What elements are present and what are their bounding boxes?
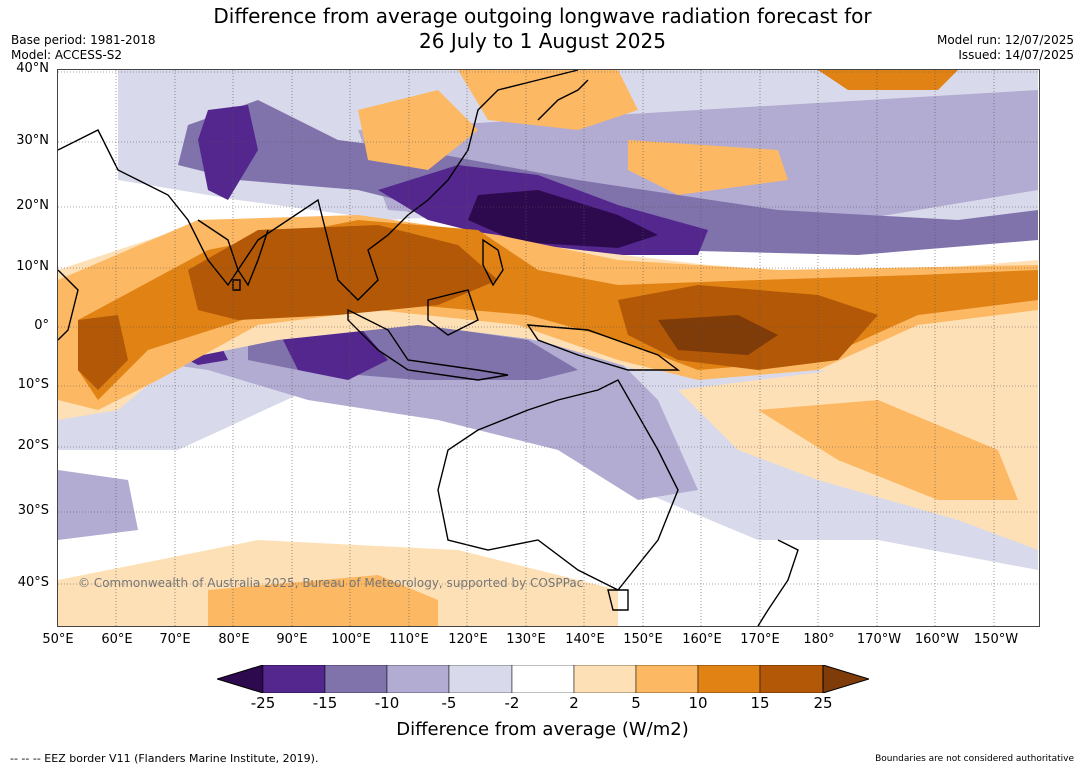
copyright-notice: © Commonwealth of Australia 2025, Bureau… <box>78 576 584 590</box>
lon-label-180: 180° <box>803 632 835 647</box>
coastline-africa-horn <box>58 269 79 341</box>
lon-label-160e: 160°E <box>682 632 722 647</box>
lon-label-70e: 70°E <box>159 632 191 647</box>
anomaly-negative-southwest <box>58 470 138 540</box>
colorbar-swatch-6 <box>573 665 637 693</box>
colorbar-tick-minus-2: -2 <box>504 694 520 712</box>
coastline-sumatra-java <box>347 308 509 381</box>
colorbar-swatch-3 <box>386 665 450 693</box>
lat-label-40n: 40°N <box>16 61 49 76</box>
anomaly-max-negative-philippine-sea <box>468 190 658 248</box>
colorbar-tick-5: 5 <box>631 694 641 712</box>
lon-label-80e: 80°E <box>218 632 250 647</box>
colorbar-swatch-9 <box>759 665 824 693</box>
colorbar-swatch-1 <box>262 665 326 693</box>
lon-label-100e: 100°E <box>331 632 371 647</box>
lat-label-20n: 20°N <box>16 198 49 213</box>
colorbar-swatch-7 <box>635 665 699 693</box>
lon-label-140e: 140°E <box>565 632 605 647</box>
anomaly-positive-west-arabian-sea <box>78 315 128 390</box>
anomaly-negative-tropical-band <box>178 100 1038 255</box>
colorbar-tick-minus-10: -10 <box>374 694 400 712</box>
coastline-philippines <box>482 238 504 287</box>
anomaly-strong-negative-indian-ocean <box>278 325 388 380</box>
lon-label-150w: 150°W <box>973 632 1019 647</box>
base-period: Base period: 1981-2018 <box>11 33 156 47</box>
coastline-japan <box>537 79 589 121</box>
lon-label-90e: 90°E <box>276 632 308 647</box>
lon-label-120e: 120°E <box>448 632 488 647</box>
lon-label-170e: 170°E <box>740 632 780 647</box>
colorbar-tick-15: 15 <box>750 694 770 712</box>
anomaly-map <box>58 70 1039 626</box>
lon-label-130e: 130°E <box>506 632 546 647</box>
title-line-1: Difference from average outgoing longwav… <box>213 4 872 28</box>
lat-label-20s: 20°S <box>17 438 49 453</box>
coastline-new-zealand <box>757 539 799 626</box>
coastline-tasmania <box>607 589 629 611</box>
title-line-2: 26 July to 1 August 2025 <box>419 29 666 53</box>
lon-label-170w: 170°W <box>856 632 902 647</box>
coastline-borneo <box>427 289 479 336</box>
colorbar-label: Difference from average (W/m2) <box>396 719 689 740</box>
coastline-asia <box>58 70 579 301</box>
lon-label-60e: 60°E <box>101 632 133 647</box>
anomaly-positive-south-indian-mid <box>208 575 438 626</box>
anomaly-positive-south-pacific-mid <box>758 400 1018 500</box>
boundaries-disclaimer: Boundaries are not considered authoritat… <box>875 754 1074 764</box>
anomaly-positive-china <box>358 90 478 170</box>
map-area: © Commonwealth of Australia 2025, Bureau… <box>57 69 1040 627</box>
anomaly-positive-peak-pacific <box>658 315 778 355</box>
colorbar-swatch-8 <box>697 665 761 693</box>
colorbar-swatch-5 <box>511 665 575 693</box>
coastlines <box>58 70 799 626</box>
chart-title: Difference from average outgoing longwav… <box>0 4 1085 54</box>
lat-label-30n: 30°N <box>16 133 49 148</box>
anomaly-positive-north-pacific <box>628 140 788 195</box>
lon-label-160w: 160°W <box>914 632 960 647</box>
meta-left: Base period: 1981-2018 Model: ACCESS-S2 <box>11 33 156 63</box>
lon-label-50e: 50°E <box>42 632 74 647</box>
anomaly-fields <box>58 70 1038 626</box>
colorbar-tick-minus-15: -15 <box>312 694 338 712</box>
model-run: Model run: 12/07/2025 <box>936 33 1074 47</box>
coastline-new-guinea <box>526 324 681 371</box>
colorbar-swatch-extend-high <box>822 665 869 693</box>
colorbar-swatch-2 <box>324 665 388 693</box>
colorbar-tick-minus-5: -5 <box>441 694 457 712</box>
lat-label-10n: 10°N <box>16 259 49 274</box>
lat-label-equator: 0° <box>34 318 49 333</box>
anomaly-positive-northeast <box>818 70 958 90</box>
lat-label-10s: 10°S <box>17 377 49 392</box>
meta-right: Model run: 12/07/2025 Issued: 14/07/2025 <box>937 33 1074 63</box>
colorbar-swatch-4 <box>448 665 513 693</box>
colorbar-tick-2: 2 <box>569 694 579 712</box>
lon-label-150e: 150°E <box>623 632 663 647</box>
anomaly-positive-japan <box>458 70 638 130</box>
lon-label-110e: 110°E <box>389 632 429 647</box>
anomaly-strong-negative-tibet <box>198 105 258 200</box>
eez-border-note: -- -- -- EEZ border V11 (Flanders Marine… <box>10 752 319 765</box>
coastline-australia <box>437 379 679 591</box>
colorbar <box>217 665 869 693</box>
coastline-india <box>197 219 269 287</box>
anomaly-positive-max-indian-ocean <box>188 225 498 320</box>
lat-label-30s: 30°S <box>17 503 49 518</box>
model-name: Model: ACCESS-S2 <box>11 48 123 62</box>
lat-label-40s: 40°S <box>17 575 49 590</box>
colorbar-tick-minus-25: -25 <box>250 694 276 712</box>
colorbar-tick-10: 10 <box>688 694 708 712</box>
colorbar-tick-25: 25 <box>813 694 833 712</box>
issued-date: Issued: 14/07/2025 <box>958 48 1074 62</box>
colorbar-swatch-extend-low <box>217 665 264 693</box>
